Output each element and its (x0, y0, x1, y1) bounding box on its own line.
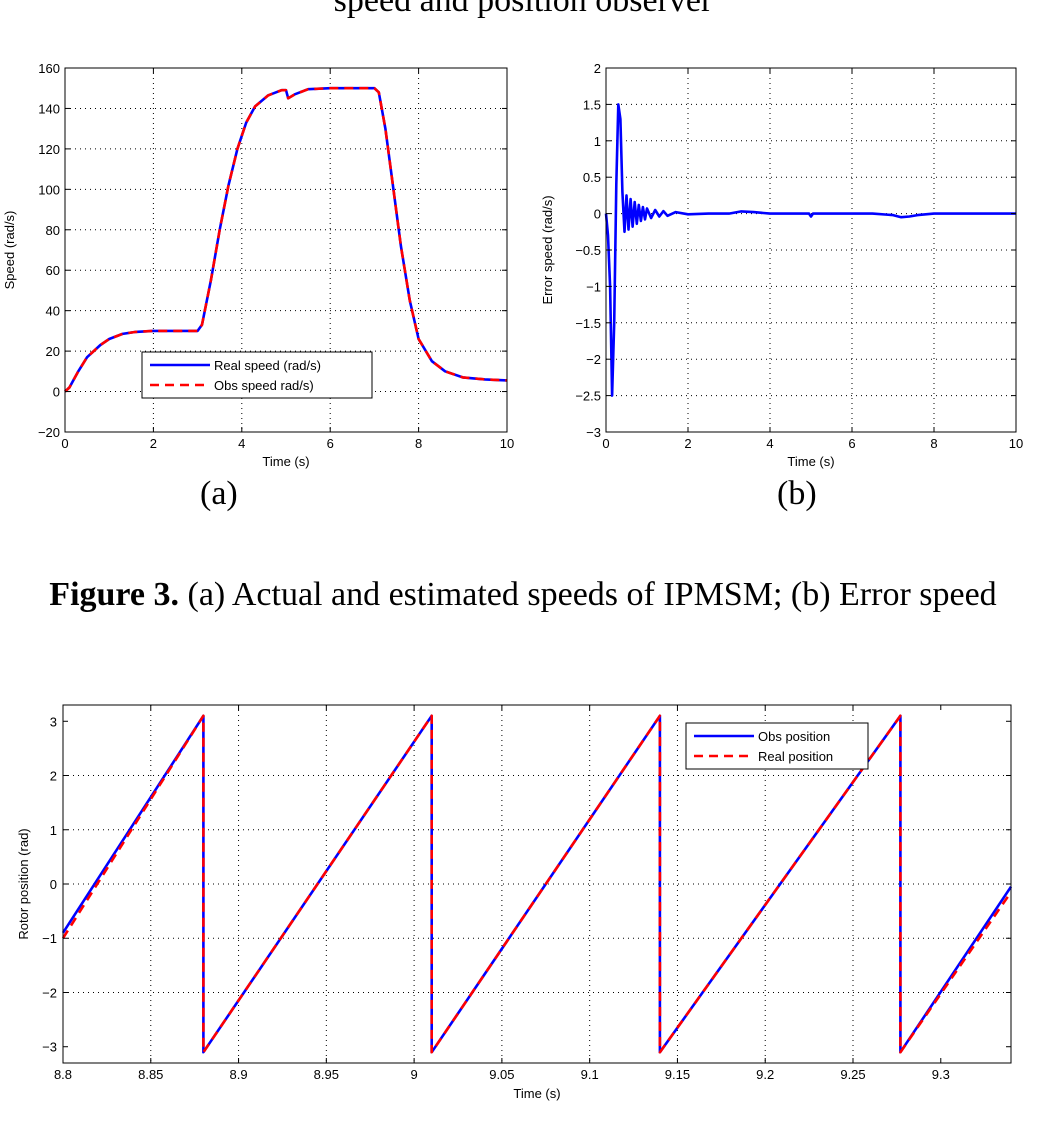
plot-frame (64, 67, 508, 433)
x-tick-label: 8.9 (230, 1067, 248, 1082)
x-tick-label: 4 (766, 436, 773, 451)
x-tick-label: 9.2 (756, 1067, 774, 1082)
y-tick-label: 100 (38, 182, 60, 197)
x-tick-label: 9.3 (932, 1067, 950, 1082)
caption-figure-number: Figure 3. (49, 576, 179, 613)
y-axis-label: Speed (rad/s) (2, 211, 17, 290)
y-tick-label: 160 (38, 61, 60, 76)
y-tick-label: 1 (594, 134, 601, 149)
x-tick-label: 8.8 (54, 1067, 72, 1082)
y-tick-label: 140 (38, 101, 60, 116)
legend-entry: Obs speed rad/s) (214, 378, 314, 393)
y-tick-label: 1.5 (583, 97, 601, 112)
y-tick-label: 0 (53, 385, 60, 400)
y-axis-label: Error speed (rad/s) (540, 195, 555, 304)
x-tick-label: 8.95 (314, 1067, 339, 1082)
y-tick-label: −1.5 (575, 316, 601, 331)
legend-entry: Real speed (rad/s) (214, 358, 321, 373)
y-tick-label: 120 (38, 142, 60, 157)
caption-text: (a) Actual and estimated speeds of IPMSM… (179, 576, 997, 613)
series-line-error (604, 103, 1016, 397)
subfigure-label-a: (a) (200, 475, 238, 512)
subfigure-label-b: (b) (777, 475, 817, 512)
x-tick-label: 9.05 (489, 1067, 514, 1082)
y-tick-label: −2 (42, 985, 57, 1000)
y-tick-label: −3 (586, 425, 601, 440)
y-tick-label: 0 (594, 207, 601, 222)
x-tick-label: 8 (930, 436, 937, 451)
y-tick-label: 3 (50, 714, 57, 729)
error-speed-chart: 0 2 4 6 8 10 −3 −2.5 −2 −1.5 −1 −0.5 0 0.5 1 1.5 2 Time (… (540, 61, 1023, 469)
series-line-real-position (61, 714, 1013, 1054)
y-tick-label: 2 (50, 769, 57, 784)
y-axis-label: Rotor position (rad) (16, 828, 31, 939)
figure-caption: Figure 3. (a) Actual and estimated speed… (0, 574, 1046, 616)
y-tick-label: 1 (50, 823, 57, 838)
y-tick-label: 40 (46, 304, 60, 319)
x-tick-label: 9.1 (581, 1067, 599, 1082)
legend-box (141, 351, 373, 399)
x-axis-label: Time (s) (262, 454, 309, 469)
x-tick-label: 8 (415, 436, 422, 451)
y-tick-label: −2 (586, 352, 601, 367)
x-axis-label: Time (s) (513, 1086, 560, 1101)
y-tick-label: 20 (46, 344, 60, 359)
y-tick-label: −20 (38, 425, 60, 440)
x-tick-label: 4 (238, 436, 245, 451)
y-tick-label: −1 (42, 931, 57, 946)
y-tick-label: 0 (50, 877, 57, 892)
y-tick-label: 2 (594, 61, 601, 76)
x-tick-label: 0 (602, 436, 609, 451)
y-tick-label: −2.5 (575, 389, 601, 404)
series-line-real-speed-rad-s (64, 86, 508, 393)
x-tick-label: 10 (1009, 436, 1023, 451)
top-title: speed and position observer (333, 0, 713, 19)
y-tick-label: 60 (46, 263, 60, 278)
x-tick-label: 8.85 (138, 1067, 163, 1082)
series-line-obs-speed-rad-s (64, 86, 508, 393)
y-tick-label: −1 (586, 279, 601, 294)
x-tick-label: 2 (684, 436, 691, 451)
x-tick-label: 9.15 (665, 1067, 690, 1082)
x-tick-label: 0 (61, 436, 68, 451)
x-tick-label: 9 (410, 1067, 417, 1082)
y-tick-label: −3 (42, 1040, 57, 1055)
legend-entry: Real position (758, 749, 833, 764)
x-tick-label: 9.25 (840, 1067, 865, 1082)
y-tick-label: −0.5 (575, 243, 601, 258)
legend-entry: Obs position (758, 729, 830, 744)
x-tick-label: 6 (327, 436, 334, 451)
x-tick-label: 6 (848, 436, 855, 451)
x-tick-label: 10 (500, 436, 514, 451)
rotor-position-chart: 8.8 8.85 8.9 8.95 9 9.05 9.1 9.15 9.2 9.25 9.3 −3 −2… (16, 704, 1013, 1101)
y-tick-label: 80 (46, 223, 60, 238)
x-tick-label: 2 (150, 436, 157, 451)
x-axis-label: Time (s) (787, 454, 834, 469)
legend-box (685, 722, 869, 770)
y-tick-label: 0.5 (583, 170, 601, 185)
